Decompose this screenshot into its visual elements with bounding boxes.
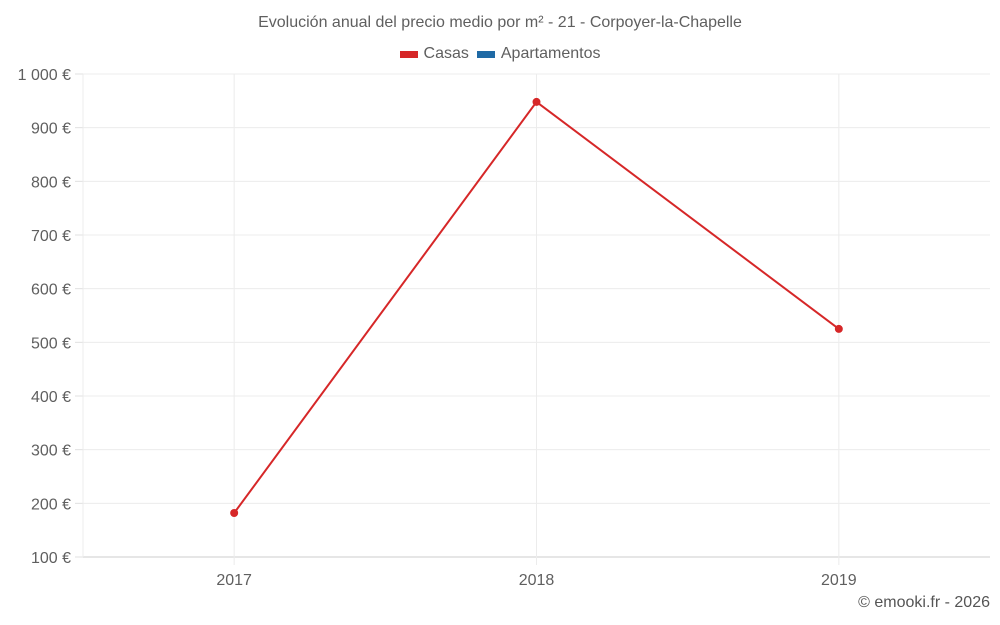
data-point bbox=[834, 324, 843, 333]
legend-label-apartamentos: Apartamentos bbox=[500, 45, 601, 62]
credit-text: © emooki.fr - 2026 bbox=[858, 594, 990, 611]
x-tick-label: 2019 bbox=[821, 572, 857, 589]
y-tick-label: 800 € bbox=[31, 174, 71, 191]
y-tick-label: 700 € bbox=[31, 228, 71, 245]
data-point bbox=[230, 508, 239, 517]
legend-item-apartamentos[interactable]: Apartamentos bbox=[476, 45, 601, 63]
y-tick-label: 600 € bbox=[31, 282, 71, 299]
x-tick-label: 2018 bbox=[519, 572, 555, 589]
y-tick-label: 400 € bbox=[31, 389, 71, 406]
legend-swatch-casas bbox=[399, 50, 418, 58]
y-tick-label: 300 € bbox=[31, 443, 71, 460]
y-tick-label: 200 € bbox=[31, 496, 71, 513]
y-tick-label: 500 € bbox=[31, 335, 71, 352]
y-tick-label: 900 € bbox=[31, 121, 71, 138]
data-point bbox=[532, 97, 541, 106]
y-tick-label: 100 € bbox=[31, 550, 71, 567]
chart-title: Evolución anual del precio medio por m² … bbox=[258, 14, 742, 31]
x-tick-label: 2017 bbox=[216, 572, 252, 589]
legend-item-casas[interactable]: Casas bbox=[399, 45, 469, 63]
legend-label-casas: Casas bbox=[423, 45, 469, 62]
legend-swatch-apartamentos bbox=[476, 50, 495, 58]
y-tick-label: 1 000 € bbox=[18, 67, 71, 84]
legend: Casas Apartamentos bbox=[0, 45, 1000, 63]
